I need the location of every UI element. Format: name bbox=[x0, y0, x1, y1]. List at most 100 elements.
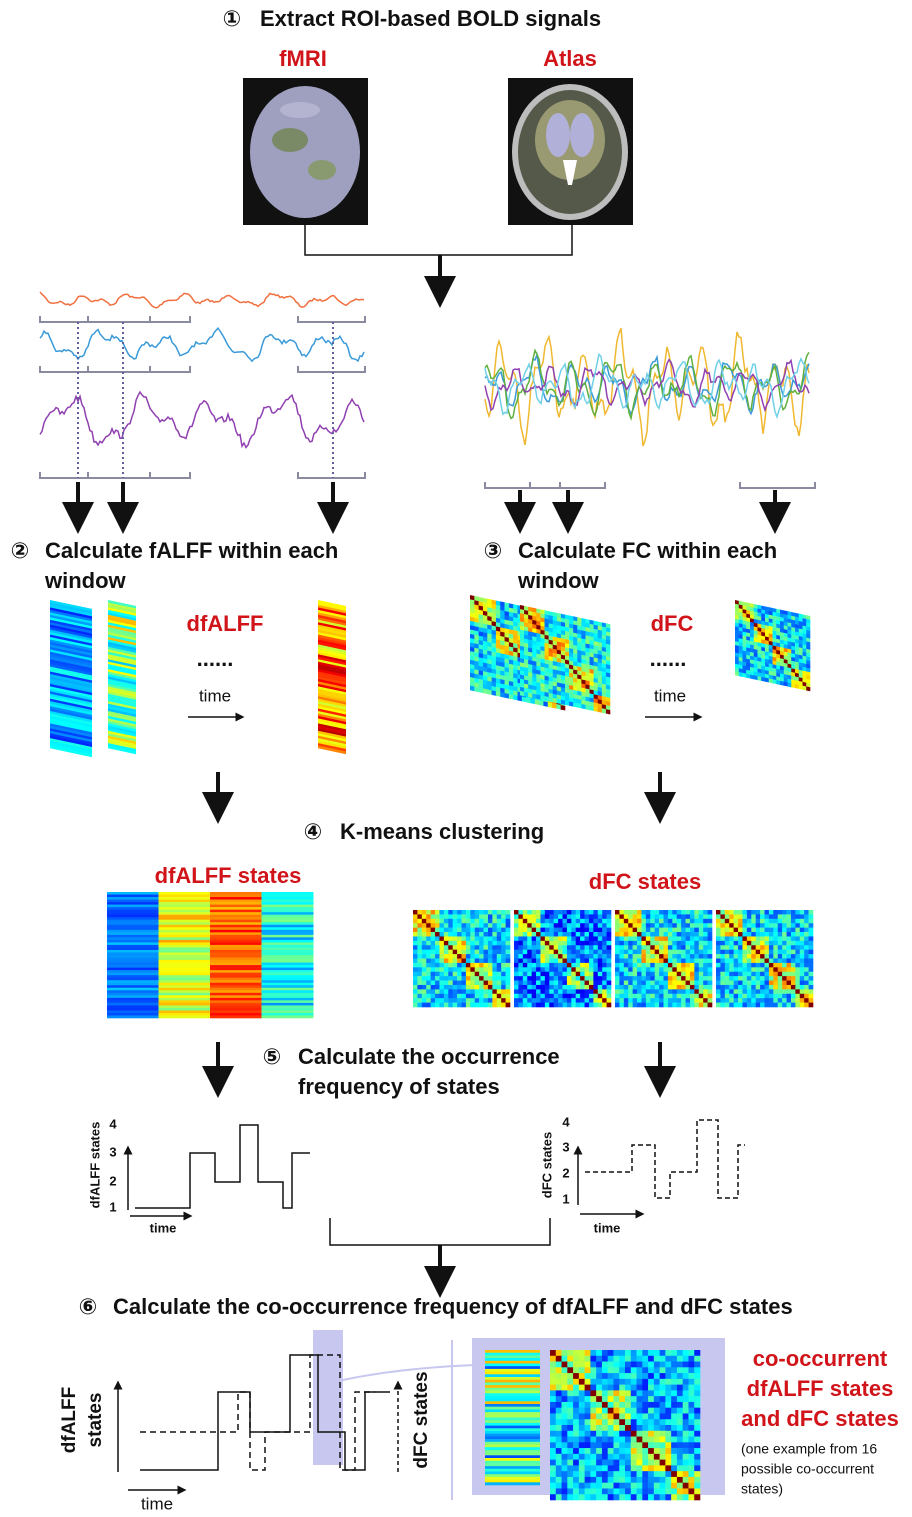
matrix-cell bbox=[729, 923, 734, 928]
matrix-cell bbox=[619, 1494, 625, 1500]
matrix-cell bbox=[554, 914, 559, 919]
matrix-cell bbox=[720, 919, 725, 924]
matrix-cell bbox=[809, 954, 814, 959]
matrix-cell bbox=[580, 945, 585, 950]
matrix-cell bbox=[596, 1477, 602, 1483]
matrix-cell bbox=[664, 972, 669, 977]
matrix-cell bbox=[619, 919, 624, 924]
matrix-cell bbox=[545, 932, 550, 937]
matrix-cell bbox=[654, 1396, 660, 1402]
matrix-cell bbox=[580, 959, 585, 964]
matrix-cell bbox=[475, 994, 480, 999]
matrix-cell bbox=[598, 972, 603, 977]
matrix-cell bbox=[791, 976, 796, 981]
matrix-cell bbox=[665, 1465, 671, 1471]
matrix-cell bbox=[550, 1408, 556, 1414]
matrix-cell bbox=[742, 972, 747, 977]
matrix-cell bbox=[694, 976, 699, 981]
matrix-cell bbox=[677, 1350, 683, 1356]
matrix-cell bbox=[725, 967, 730, 972]
matrix-cell bbox=[619, 1367, 625, 1373]
matrix-cell bbox=[677, 919, 682, 924]
matrix-cell bbox=[505, 693, 510, 699]
tick-label: 2 bbox=[562, 1165, 569, 1180]
matrix-cell bbox=[462, 919, 467, 924]
matrix-cell bbox=[593, 967, 598, 972]
matrix-cell bbox=[720, 985, 725, 990]
matrix-cell bbox=[725, 989, 730, 994]
matrix-cell bbox=[523, 954, 528, 959]
matrix-cell bbox=[596, 1408, 602, 1414]
matrix-cell bbox=[550, 1373, 556, 1379]
matrix-cell bbox=[791, 972, 796, 977]
matrix-cell bbox=[608, 1350, 614, 1356]
matrix-cell bbox=[760, 967, 765, 972]
matrix-cell bbox=[448, 998, 453, 1003]
matrix-cell bbox=[765, 936, 770, 941]
matrix-cell bbox=[571, 954, 576, 959]
matrix-cell bbox=[655, 976, 660, 981]
matrix-cell bbox=[453, 972, 458, 977]
matrix-cell bbox=[659, 976, 664, 981]
stripe bbox=[262, 983, 314, 986]
matrix-cell bbox=[642, 1448, 648, 1454]
matrix-cell bbox=[641, 950, 646, 955]
matrix-cell bbox=[462, 923, 467, 928]
matrix-cell bbox=[760, 954, 765, 959]
matrix-cell bbox=[607, 954, 612, 959]
matrix-cell bbox=[782, 928, 787, 933]
step-title: Extract ROI-based BOLD signals bbox=[260, 6, 601, 31]
matrix-cell bbox=[413, 919, 418, 924]
matrix-cell bbox=[734, 981, 739, 986]
matrix-cell bbox=[563, 985, 568, 990]
matrix-cell bbox=[747, 910, 752, 915]
matrix-cell bbox=[809, 967, 814, 972]
matrix-cell bbox=[556, 1437, 562, 1443]
matrix-cell bbox=[708, 967, 713, 972]
matrix-cell bbox=[466, 950, 471, 955]
matrix-cell bbox=[677, 1402, 683, 1408]
matrix-cell bbox=[681, 950, 686, 955]
matrix-cell bbox=[637, 1390, 643, 1396]
matrix-cell bbox=[660, 1488, 666, 1494]
matrix-cell bbox=[694, 1385, 700, 1391]
stripe bbox=[262, 993, 314, 996]
matrix-cell bbox=[545, 998, 550, 1003]
matrix-cell bbox=[607, 910, 612, 915]
matrix-cell bbox=[738, 923, 743, 928]
matrix-cell bbox=[448, 1003, 453, 1008]
stripe bbox=[485, 1409, 540, 1412]
matrix-cell bbox=[556, 1350, 562, 1356]
matrix-cell bbox=[624, 936, 629, 941]
stripe bbox=[262, 920, 314, 923]
matrix-cell bbox=[613, 1488, 619, 1494]
matrix-cell bbox=[677, 910, 682, 915]
matrix-cell bbox=[747, 941, 752, 946]
matrix-cell bbox=[448, 945, 453, 950]
stripe bbox=[159, 945, 211, 948]
matrix-cell bbox=[475, 945, 480, 950]
matrix-cell bbox=[567, 1373, 573, 1379]
matrix-cell bbox=[527, 923, 532, 928]
matrix-cell bbox=[637, 1379, 643, 1385]
matrix-cell bbox=[677, 994, 682, 999]
stripe bbox=[210, 920, 262, 923]
stripe bbox=[159, 1013, 211, 1016]
stripe bbox=[210, 968, 262, 971]
left-state-plot: dfALFF states 1 2 3 4 time bbox=[87, 1116, 310, 1235]
matrix-cell bbox=[787, 923, 792, 928]
matrix-cell bbox=[523, 914, 528, 919]
matrix-cell bbox=[619, 936, 624, 941]
matrix-cell bbox=[708, 945, 713, 950]
stripe bbox=[485, 1434, 540, 1437]
matrix-cell bbox=[782, 941, 787, 946]
stripe bbox=[107, 915, 159, 918]
matrix-cell bbox=[453, 1003, 458, 1008]
matrix-cell bbox=[497, 981, 502, 986]
matrix-cell bbox=[615, 985, 620, 990]
matrix-cell bbox=[646, 989, 651, 994]
matrix-cell bbox=[607, 941, 612, 946]
matrix-cell bbox=[549, 945, 554, 950]
step-number: ④ bbox=[304, 819, 323, 844]
matrix-cell bbox=[608, 1483, 614, 1489]
